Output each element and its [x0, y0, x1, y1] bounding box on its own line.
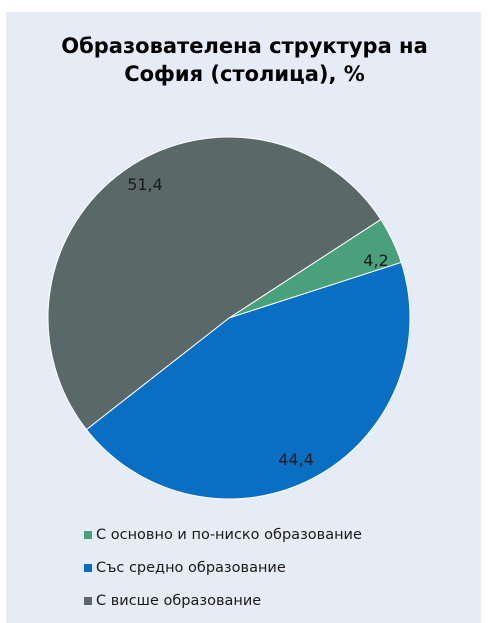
legend-swatch-secondary [84, 563, 92, 572]
pie-slice-higher [47, 136, 382, 431]
legend-swatch-basic [84, 530, 92, 539]
chart-title-line-1: Образователена структура на [61, 34, 428, 58]
data-label-secondary: 44,4 [278, 450, 314, 469]
chart-title: Образователена структура на София (столи… [0, 32, 489, 88]
chart-legend: С основно и по-ниско образование Със сре… [84, 518, 362, 617]
pie-slice-secondary [85, 261, 411, 500]
legend-label-basic: С основно и по-ниско образование [96, 526, 362, 543]
legend-label-secondary: Със средно образование [96, 559, 286, 576]
data-label-higher: 51,4 [127, 175, 163, 194]
legend-item-basic: С основно и по-ниско образование [84, 518, 362, 551]
legend-swatch-higher [84, 596, 92, 605]
data-label-basic: 4,2 [363, 251, 388, 270]
legend-item-secondary: Със средно образование [84, 551, 362, 584]
legend-item-higher: С висше образование [84, 584, 362, 617]
legend-label-higher: С висше образование [96, 592, 262, 609]
chart-title-line-2: София (столица), % [124, 62, 365, 86]
